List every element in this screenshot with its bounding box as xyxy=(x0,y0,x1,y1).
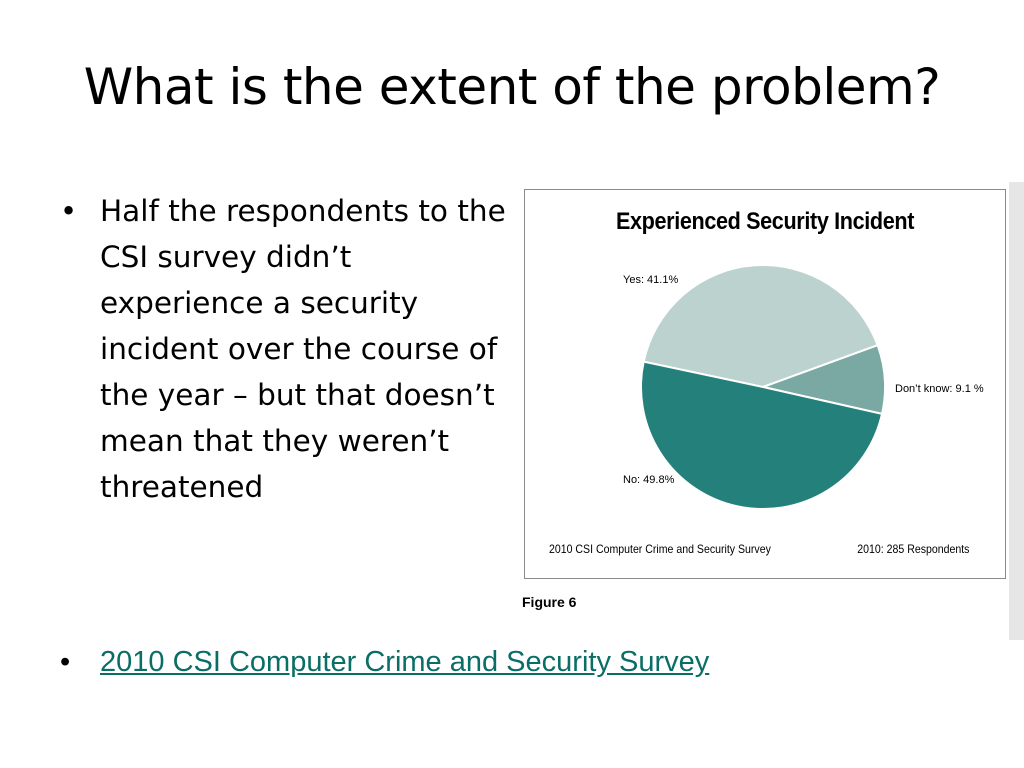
reference-list: • 2010 CSI Computer Crime and Security S… xyxy=(58,640,958,684)
figure-caption: Figure 6 xyxy=(522,594,577,610)
reference-item: • 2010 CSI Computer Crime and Security S… xyxy=(58,640,958,684)
chart-title: Experienced Security Incident xyxy=(615,208,915,235)
pie-slice-label-1: Yes: 41.1% xyxy=(623,274,678,286)
pie-slice-label-2: Don’t know: 9.1 % xyxy=(895,383,984,395)
chart-source-note: 2010 CSI Computer Crime and Security Sur… xyxy=(549,542,771,556)
survey-link[interactable]: 2010 CSI Computer Crime and Security Sur… xyxy=(100,646,710,678)
bullet-point: • Half the respondents to the CSI survey… xyxy=(58,188,508,510)
bullet-list: • Half the respondents to the CSI survey… xyxy=(58,188,508,510)
pie-slice-1 xyxy=(642,264,879,389)
pie-slice-3 xyxy=(640,360,884,511)
chart-figure: Experienced Security Incident Yes: 41.1%… xyxy=(524,189,1006,579)
bullet-marker: • xyxy=(60,646,71,678)
pie-chart: Yes: 41.1% Don’t know: 9.1 % No: 49.8% xyxy=(623,264,984,511)
bullet-text: Half the respondents to the CSI survey d… xyxy=(100,194,506,504)
slide-title: What is the extent of the problem? xyxy=(83,58,941,116)
chart-respondents-note: 2010: 285 Respondents xyxy=(856,542,969,556)
pie-slice-label-3: No: 49.8% xyxy=(623,474,675,486)
bullet-marker: • xyxy=(60,194,78,228)
figure-side-shadow xyxy=(1009,182,1024,640)
